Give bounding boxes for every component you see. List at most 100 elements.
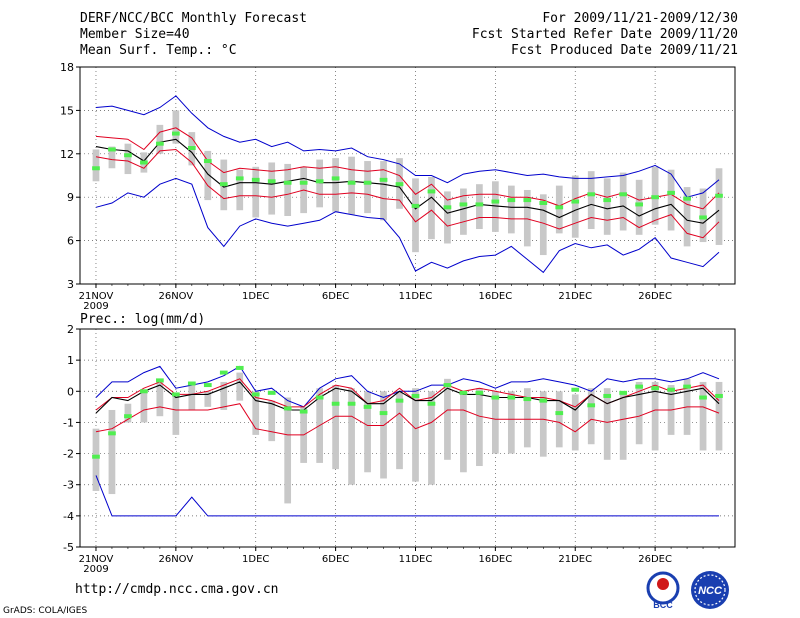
spread-box (364, 161, 371, 214)
obs-marker (347, 180, 356, 185)
obs-marker (539, 398, 548, 403)
spread-box (539, 194, 547, 256)
fcst-started-date: Fcst Started Refer Date 2009/11/20 (471, 27, 738, 42)
spread-box (619, 172, 627, 231)
x-tick-label: 21NOV (79, 554, 114, 565)
spread-box (444, 191, 451, 244)
x-tick-label: 26NOV (158, 554, 193, 565)
obs-marker (491, 199, 500, 204)
obs-marker (443, 383, 452, 388)
ncc-logo-circle (691, 571, 729, 609)
obs-marker (331, 176, 340, 181)
obs-marker (299, 180, 308, 185)
spread-box (108, 409, 116, 495)
y-tick-label: 18 (60, 61, 74, 74)
series-lower-spread (95, 403, 720, 436)
spread-box (635, 381, 643, 445)
forecast-period: For 2009/11/21-2009/12/30 (542, 11, 738, 26)
obs-marker (443, 205, 452, 210)
spread-box (571, 175, 579, 238)
spread-box (603, 388, 611, 460)
spread-box (172, 394, 180, 435)
spread-box (715, 381, 723, 451)
series-lower-bound (95, 475, 719, 517)
spread-box (523, 388, 531, 448)
obs-marker (667, 190, 675, 195)
spread-box (476, 388, 483, 467)
obs-marker (140, 160, 148, 165)
obs-marker (603, 198, 612, 203)
spread-box (492, 181, 499, 232)
x-tick-label: 11DEC (399, 554, 433, 565)
obs-marker (395, 182, 404, 187)
obs-marker (267, 390, 276, 395)
y-tick-label: 9 (67, 191, 74, 204)
spread-box (92, 149, 100, 182)
spread-box (252, 391, 260, 435)
y-tick-label: 1 (67, 354, 74, 367)
ncc-logo: NCC (691, 571, 729, 609)
spread-box (492, 391, 499, 454)
obs-marker (267, 179, 276, 184)
obs-marker (427, 401, 436, 406)
x-tick-label: 26NOV (158, 291, 193, 302)
obs-marker (203, 159, 212, 164)
variable-label: Mean Surf. Temp.: °C (80, 43, 237, 58)
obs-marker (523, 397, 532, 402)
bcc-logo-ring (646, 571, 680, 605)
obs-marker (363, 404, 372, 409)
series-lower-bound (95, 177, 720, 274)
spread-box (220, 381, 228, 410)
spread-box (619, 391, 627, 460)
spread-box (507, 391, 515, 454)
obs-marker (699, 215, 707, 220)
spread-box (380, 161, 387, 221)
bcc-logo-dot (657, 578, 669, 590)
y-tick-label: 0 (67, 385, 74, 398)
y-tick-label: -2 (63, 448, 74, 461)
obs-marker (187, 381, 196, 386)
obs-marker (587, 403, 596, 408)
obs-marker (539, 200, 548, 205)
plot-frame (79, 328, 736, 548)
panel-title: Prec.: log(mm/d) (80, 312, 205, 327)
x-tick-label: 26DEC (638, 291, 672, 302)
obs-marker (523, 198, 532, 203)
series-ensemble-mean (95, 381, 720, 414)
spread-box (603, 178, 611, 235)
bcc-logo: BCC (646, 571, 680, 610)
x-tick-sublabel: 2009 (83, 564, 108, 575)
spread-box (332, 158, 339, 212)
x-tick-label: 21NOV (79, 291, 114, 302)
obs-marker (283, 406, 292, 411)
obs-marker (411, 393, 420, 398)
spread-box (699, 188, 707, 243)
obs-marker (683, 196, 691, 201)
obs-marker (667, 387, 675, 392)
spread-box (140, 391, 148, 423)
obs-marker (619, 192, 628, 197)
series-upper-bound (95, 95, 720, 198)
obs-marker (715, 193, 723, 198)
obs-marker (187, 146, 196, 151)
spread-box (108, 146, 116, 169)
source-url[interactable]: http://cmdp.ncc.cma.gov.cn (75, 582, 279, 597)
obs-marker (411, 203, 420, 208)
spread-box (268, 400, 276, 442)
obs-marker (699, 395, 707, 400)
spread-box (412, 388, 419, 482)
ncc-logo-text: NCC (698, 585, 723, 597)
spread-box (252, 166, 260, 218)
y-tick-label: 6 (67, 235, 74, 248)
spread-box (523, 189, 531, 247)
x-tick-label: 21DEC (558, 554, 592, 565)
obs-marker (171, 392, 180, 397)
x-tick-sublabel: 2009 (83, 301, 108, 312)
obs-marker (587, 192, 596, 197)
series-ensemble-mean (95, 138, 720, 224)
y-tick-label: 15 (60, 104, 74, 117)
x-tick-label: 11DEC (399, 291, 433, 302)
spread-box (156, 124, 164, 154)
obs-marker (156, 378, 164, 383)
